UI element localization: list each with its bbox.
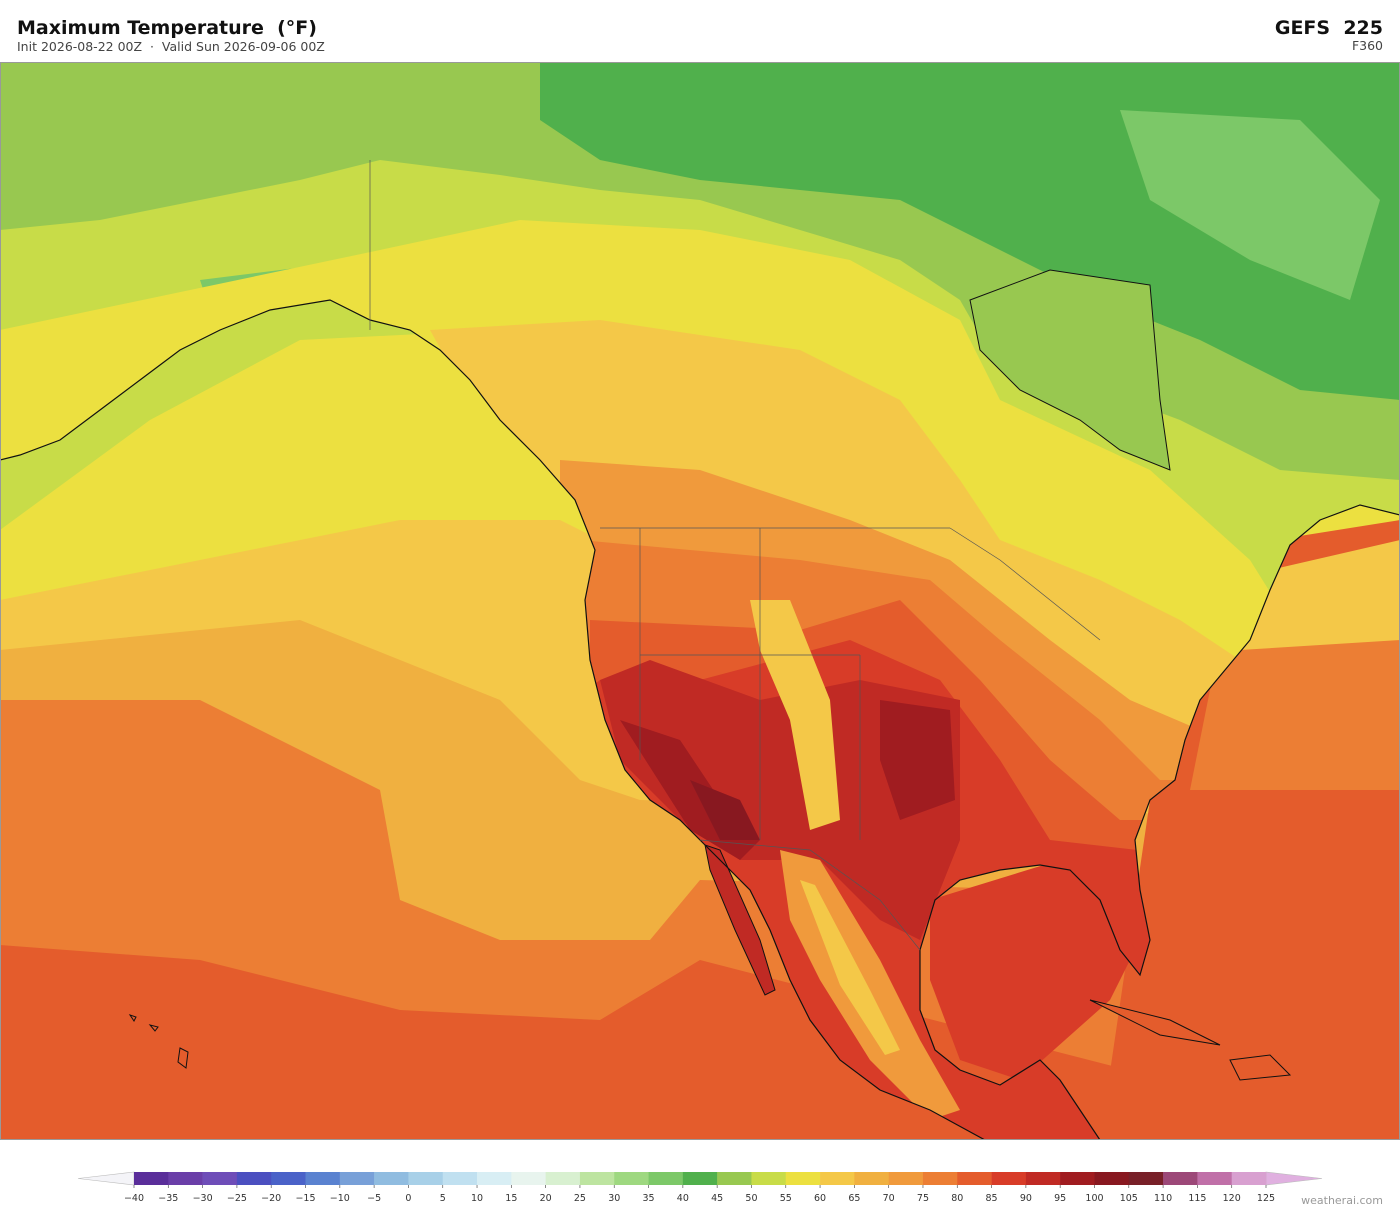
colorbar-segment [1060,1172,1095,1185]
colorbar-segment [545,1172,581,1185]
colorbar-segment [1025,1172,1061,1185]
colorbar-segment [751,1172,787,1185]
colorbar-tick-label: 65 [848,1193,860,1204]
colorbar-tick-label: 0 [405,1193,411,1204]
colorbar-segment [1197,1172,1232,1185]
colorbar-segment [1094,1172,1130,1185]
land-band [800,880,900,1055]
colorbar-tick-label: 125 [1257,1193,1275,1204]
colorbar-tick-label: 75 [917,1193,929,1204]
colorbar-segment [717,1172,752,1185]
colorbar-segment [339,1172,375,1185]
colorbar-under [77,1171,135,1186]
colorbar-over [1265,1171,1323,1186]
colorbar-tick-label: 5 [440,1193,446,1204]
colorbar-tick-label: 55 [780,1193,792,1204]
colorbar-segment [202,1172,238,1185]
colorbar-segment [785,1172,821,1185]
land-band [750,600,840,830]
colorbar-segment [1163,1172,1198,1185]
colorbar-tick-label: 10 [471,1193,483,1204]
colorbar-segment [888,1172,924,1185]
gulf-of-mexico [930,860,1130,1080]
islands [128,999,1292,1081]
colorbar-tick-label: 45 [711,1193,723,1204]
atlantic-band [1190,620,1400,790]
colorbar-tick-label: 110 [1154,1193,1172,1204]
colorbar-segment [305,1172,341,1185]
colorbar-segment [820,1172,855,1185]
colorbar-tick-label: 50 [745,1193,757,1204]
colorbar-segment [579,1172,615,1185]
colorbar-tick-label: −30 [193,1193,213,1204]
colorbar-tick-label: −20 [261,1193,281,1204]
colorbar-segment [922,1172,958,1185]
colorbar-segment [957,1172,992,1185]
hudson-bay [969,269,1171,471]
colorbar-tick-label: −25 [227,1193,247,1204]
colorbar-segment [236,1172,272,1185]
colorbar-segment [442,1172,478,1185]
colorbar-tick-label: 30 [608,1193,620,1204]
title: Maximum Temperature (°F) [17,17,317,39]
credit: weatherai.com [1301,1194,1383,1207]
colorbar-tick-label: 120 [1223,1193,1241,1204]
colorbar-tick-label: 80 [951,1193,963,1204]
colorbar-segment [648,1172,684,1185]
colorbar-segment [168,1172,203,1185]
colorbar-tick-label: 25 [574,1193,586,1204]
colorbar-tick-label: 105 [1120,1193,1138,1204]
atlantic-band [1240,540,1400,650]
colorbar-tick-label: −35 [158,1193,178,1204]
colorbar-tick-label: 35 [642,1193,654,1204]
colorbar-segment [511,1172,546,1185]
colorbar: −40 −35 −30 −25 −20 −15 −10 −5 0 5 10 15 20 25 30 35 40 4… [77,1171,1323,1204]
colorbar-segment [374,1172,409,1185]
colorbar-tick-label: 15 [505,1193,517,1204]
colorbar-tick-label: −40 [124,1193,144,1204]
colorbar-segment [134,1172,169,1185]
land-band [880,700,955,820]
colorbar-tick-label: 100 [1085,1193,1103,1204]
colorbar-tick-label: −10 [330,1193,350,1204]
land-band [600,660,960,940]
forecast-hour: F360 [1352,38,1383,53]
colorbar-segment [854,1172,889,1185]
gulf-of-california [704,844,776,996]
colorbar-tick-label: 90 [1020,1193,1032,1204]
subtitle: Init 2026-08-22 00Z · Valid Sun 2026-09-… [17,39,325,54]
land-band [1120,110,1380,300]
colorbar-tick-label: 115 [1188,1193,1206,1204]
colorbar-tick-label: 85 [986,1193,998,1204]
map [0,62,1400,1140]
colorbar-tick-label: 60 [814,1193,826,1204]
colorbar-tick-label: −5 [367,1193,381,1204]
colorbar-tick-label: −15 [295,1193,315,1204]
colorbar-segment [477,1172,512,1185]
colorbar-segment [271,1172,306,1185]
colorbar-segment [408,1172,444,1185]
colorbar-tick-label: 40 [677,1193,689,1204]
model: GEFS 225 [1275,17,1383,39]
colorbar-segment [1128,1172,1164,1185]
colorbar-tick-label: 20 [540,1193,552,1204]
colorbar-tick-label: 70 [883,1193,895,1204]
colorbar-segment [1231,1172,1267,1185]
land-band [690,780,760,840]
colorbar-segment [614,1172,649,1185]
colorbar-segment [991,1172,1027,1185]
colorbar-tick-label: 95 [1054,1193,1066,1204]
colorbar-segment [682,1172,718,1185]
borders [369,160,1101,951]
